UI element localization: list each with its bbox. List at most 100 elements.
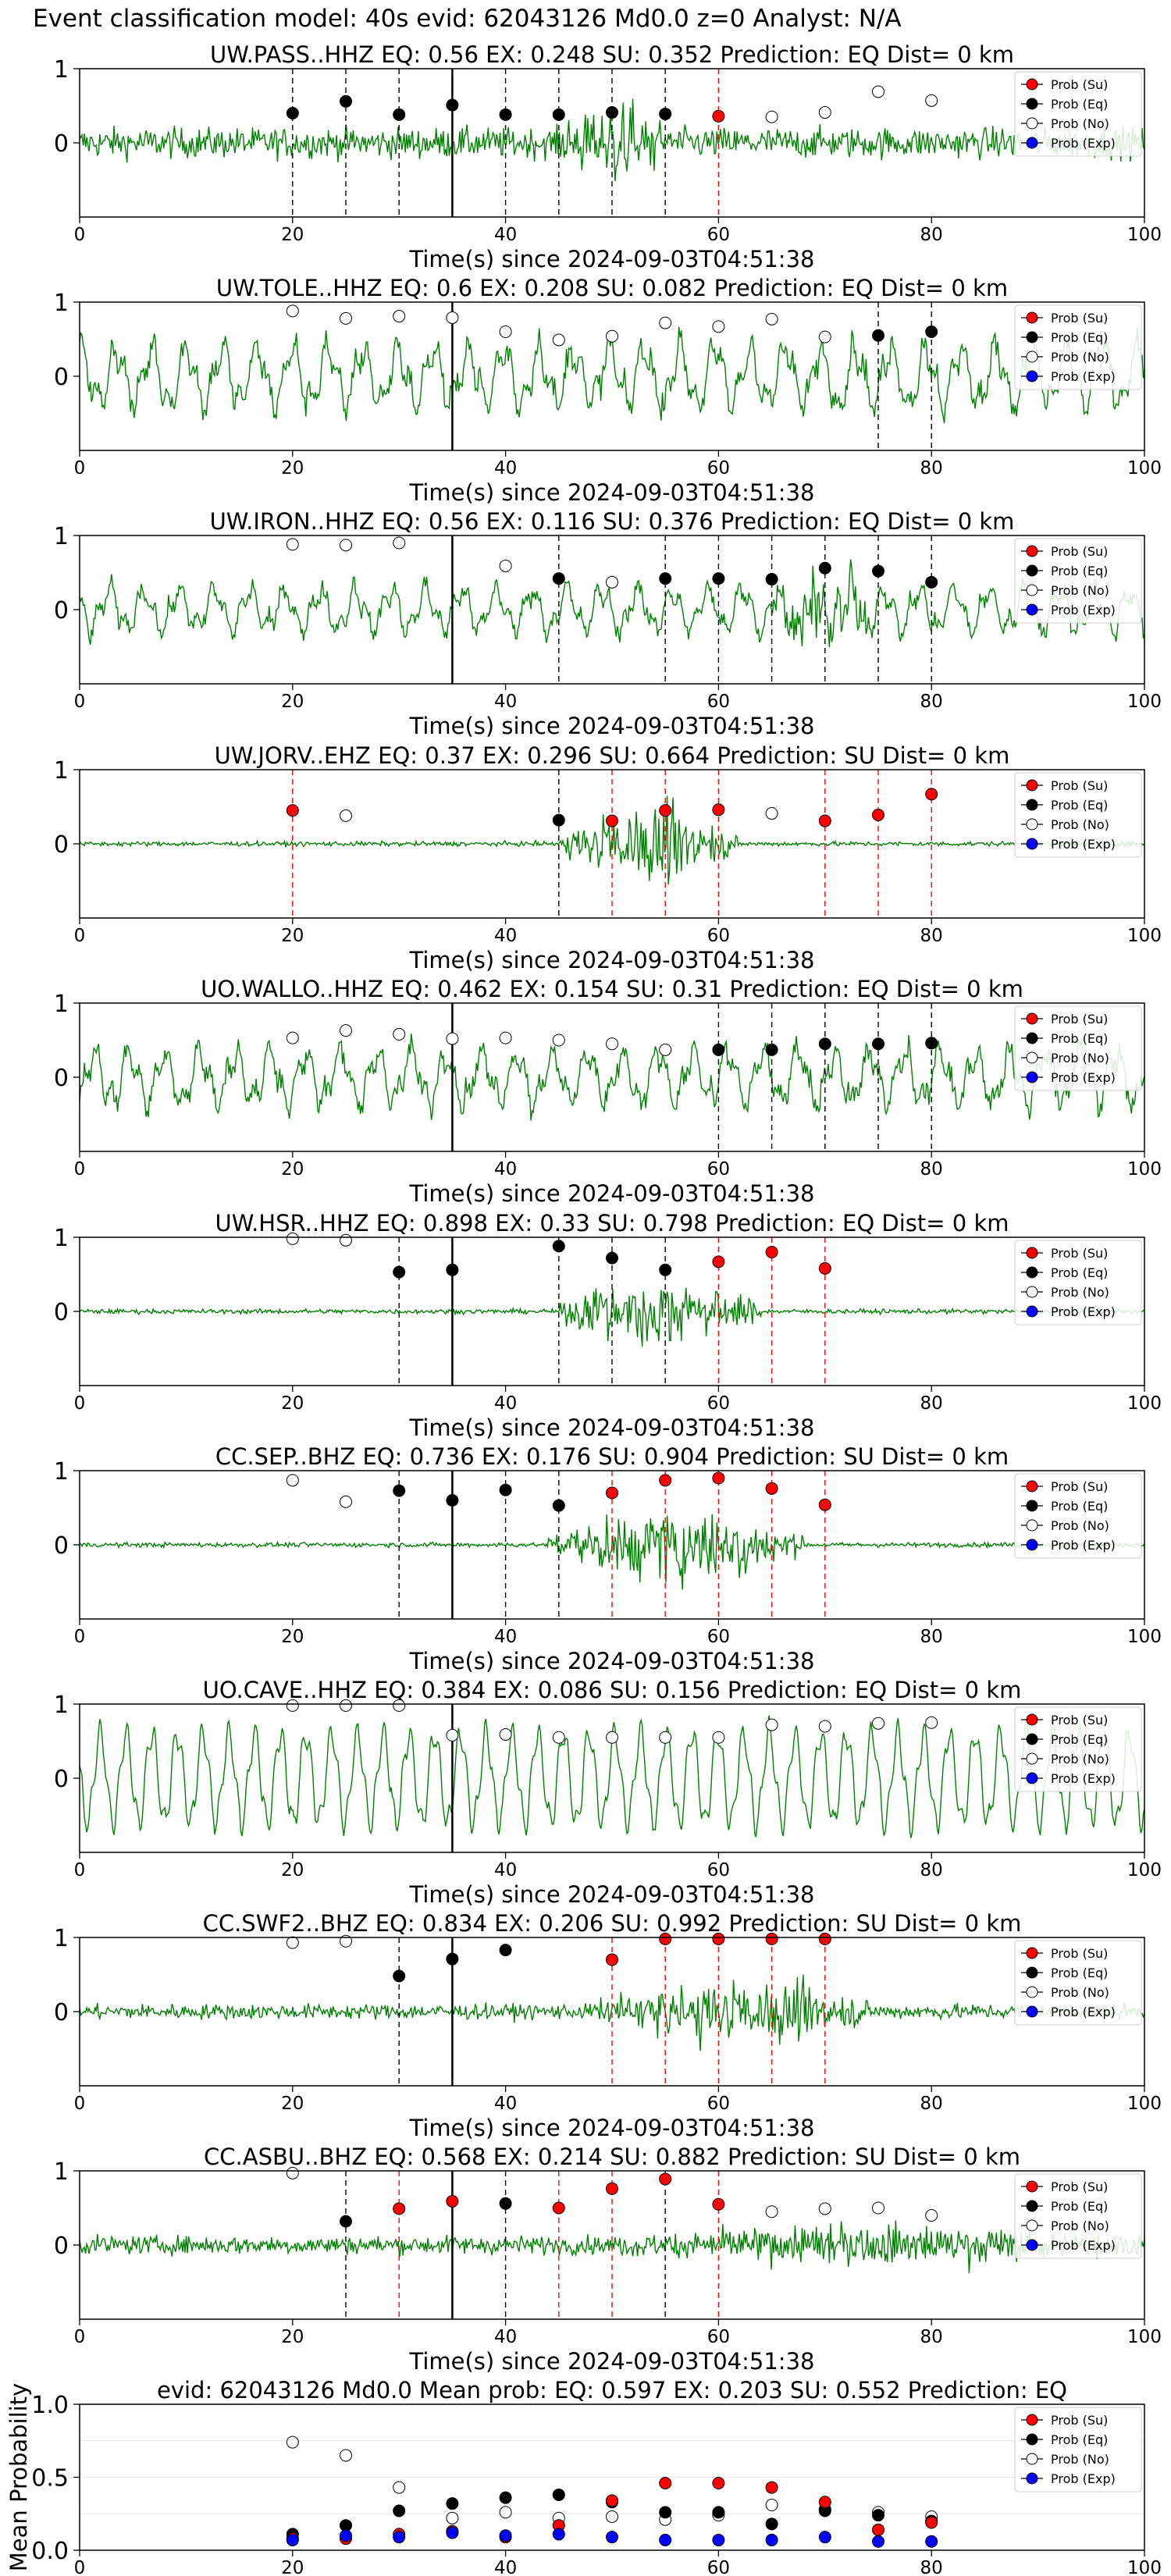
waveform-trace xyxy=(80,1034,1144,1121)
x-tick-label: 20 xyxy=(281,2094,304,2114)
prob-point-eq xyxy=(872,1037,884,1051)
x-tick-label: 0 xyxy=(74,225,86,245)
subplot-5: UO.WALLO..HHZ EQ: 0.462 EX: 0.154 SU: 0.… xyxy=(54,976,1162,1207)
plot-area xyxy=(80,1937,1144,2086)
x-tick-label: 80 xyxy=(920,1627,943,1647)
x-tick-label: 80 xyxy=(920,1393,943,1414)
prob-point-no xyxy=(925,94,938,107)
x-tick-label: 20 xyxy=(281,2558,304,2576)
x-tick-label: 80 xyxy=(920,225,943,245)
prob-point-eq xyxy=(393,108,406,121)
subplot-title: CC.SEP..BHZ EQ: 0.736 EX: 0.176 SU: 0.90… xyxy=(215,1443,1009,1470)
subplot-10: CC.ASBU..BHZ EQ: 0.568 EX: 0.214 SU: 0.8… xyxy=(54,2144,1162,2375)
prob-point-no xyxy=(659,1731,672,1744)
prob-point-no xyxy=(606,1731,618,1744)
prob-point-no xyxy=(286,304,299,318)
prob-point-su xyxy=(552,2201,565,2215)
legend-marker xyxy=(1026,78,1038,91)
legend-label: Prob (No) xyxy=(1051,1752,1109,1767)
legend-marker xyxy=(1026,1266,1038,1279)
prob-point-su xyxy=(393,2202,406,2215)
prob-point-eq xyxy=(925,326,938,338)
legend-label: Prob (Exp) xyxy=(1051,2005,1116,2019)
legend-label: Prob (No) xyxy=(1051,2452,1109,2467)
legend-label: Prob (Eq) xyxy=(1051,2432,1108,2447)
prob-point-no xyxy=(340,1934,352,1948)
x-tick-label: 100 xyxy=(1127,926,1162,946)
x-tick-label: 80 xyxy=(920,2094,943,2114)
x-tick-label: 40 xyxy=(494,926,517,946)
x-tick-label: 100 xyxy=(1127,2558,1162,2576)
x-tick-label: 100 xyxy=(1127,1627,1162,1647)
legend-label: Prob (Eq) xyxy=(1051,1031,1108,1046)
x-tick-label: 60 xyxy=(707,1159,730,1179)
legend-marker xyxy=(1026,2180,1038,2193)
legend-marker xyxy=(1026,584,1038,596)
subplot-title: CC.ASBU..BHZ EQ: 0.568 EX: 0.214 SU: 0.8… xyxy=(204,2144,1020,2170)
subplot-title: UW.JORV..EHZ EQ: 0.37 EX: 0.296 SU: 0.66… xyxy=(215,742,1010,769)
prob-point-no xyxy=(286,2166,299,2179)
x-axis-label: Time(s) since 2024-09-03T04:51:38 xyxy=(409,2115,815,2141)
prob-point-no xyxy=(499,1727,512,1741)
legend-marker xyxy=(1026,1480,1038,1493)
prob-point-su xyxy=(606,2182,618,2195)
x-tick-label: 20 xyxy=(281,458,304,479)
legend-marker xyxy=(1026,564,1038,577)
legend-marker xyxy=(1026,1247,1038,1259)
subplot-4: UW.JORV..EHZ EQ: 0.37 EX: 0.296 SU: 0.66… xyxy=(54,742,1162,973)
legend-label: Prob (Su) xyxy=(1051,311,1108,326)
legend-marker xyxy=(1026,2433,1038,2446)
mean-point-no xyxy=(340,2449,352,2462)
legend-label: Prob (No) xyxy=(1051,1051,1109,1066)
prob-point-su xyxy=(818,1932,831,1945)
prob-point-no xyxy=(925,2209,938,2222)
legend-marker xyxy=(1026,1305,1038,1318)
mean-point-no xyxy=(765,2499,778,2512)
x-tick-label: 40 xyxy=(494,225,517,245)
legend-marker xyxy=(1026,1947,1038,1959)
mean-point-no xyxy=(446,2511,459,2524)
y-tick-label: 0 xyxy=(54,2233,69,2260)
y-axis-label: Mean Probability xyxy=(5,2383,32,2572)
prob-point-no xyxy=(446,311,459,324)
x-axis-label: Time(s) since 2024-09-03T04:51:38 xyxy=(409,1881,815,1908)
prob-point-no xyxy=(340,1699,352,1712)
mean-point-eq xyxy=(446,2497,459,2510)
x-tick-label: 80 xyxy=(920,2327,943,2347)
prob-point-su xyxy=(712,1932,725,1945)
waveform-trace xyxy=(80,1514,1144,1590)
prob-point-su xyxy=(765,1246,778,1258)
mean-point-exp xyxy=(659,2533,672,2546)
x-tick-label: 40 xyxy=(494,1860,517,1880)
prob-point-su xyxy=(765,1482,778,1495)
prob-point-eq xyxy=(340,94,352,108)
x-tick-label: 20 xyxy=(281,2327,304,2347)
prob-point-eq xyxy=(340,2215,352,2228)
x-tick-label: 100 xyxy=(1127,1393,1162,1414)
x-tick-label: 100 xyxy=(1127,692,1162,712)
prob-point-eq xyxy=(286,107,299,119)
prob-point-su xyxy=(606,1486,618,1500)
y-tick-label: 1 xyxy=(54,991,69,1018)
subplot-3: UW.IRON..HHZ EQ: 0.56 EX: 0.116 SU: 0.37… xyxy=(54,508,1162,739)
x-tick-label: 0 xyxy=(74,1860,86,1880)
prob-point-su xyxy=(818,814,831,827)
prob-point-eq xyxy=(552,108,565,121)
mean-point-su xyxy=(872,2523,884,2536)
x-axis-label: Time(s) since 2024-09-03T04:51:38 xyxy=(409,479,815,506)
prob-point-eq xyxy=(552,813,565,827)
x-tick-label: 60 xyxy=(707,926,730,946)
y-tick-label: 1 xyxy=(54,1225,69,1252)
legend-label: Prob (Exp) xyxy=(1051,603,1116,617)
prob-point-eq xyxy=(712,1043,725,1056)
subplot-7: CC.SEP..BHZ EQ: 0.736 EX: 0.176 SU: 0.90… xyxy=(54,1443,1162,1674)
legend-label: Prob (Exp) xyxy=(1051,2238,1116,2253)
legend-label: Prob (No) xyxy=(1051,2218,1109,2233)
waveform-trace xyxy=(80,1287,1144,1347)
mean-point-su xyxy=(765,2481,778,2494)
prob-point-no xyxy=(818,2202,831,2215)
plot-area xyxy=(80,535,1144,684)
x-tick-label: 20 xyxy=(281,1393,304,1414)
x-axis-label: Time(s) since 2024-09-03T04:51:38 xyxy=(409,1648,815,1674)
legend-marker xyxy=(1026,2453,1038,2465)
